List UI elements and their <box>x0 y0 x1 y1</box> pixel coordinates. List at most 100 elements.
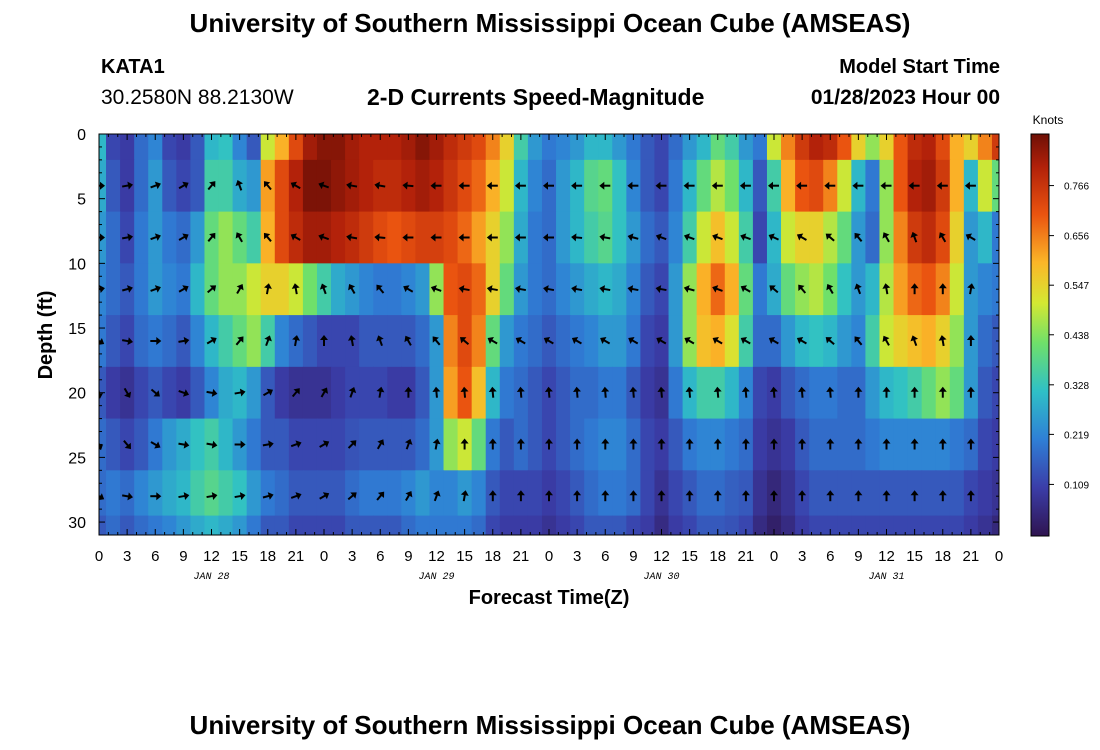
heatmap-cell <box>387 366 402 420</box>
heatmap-cell <box>921 159 937 213</box>
current-direction-arrow <box>320 335 328 346</box>
current-direction-arrow <box>374 181 386 190</box>
heatmap-cell <box>106 366 121 420</box>
heatmap-cell <box>738 515 754 535</box>
heatmap-cell <box>696 470 712 517</box>
heatmap-cell <box>781 470 796 517</box>
x-tick-label: 0 <box>770 548 778 565</box>
current-direction-arrow <box>826 438 835 450</box>
heatmap-cell <box>190 515 206 535</box>
current-direction-arrow <box>854 232 863 242</box>
heatmap-cell <box>359 470 374 517</box>
current-direction-arrow <box>824 181 836 190</box>
current-direction-arrow <box>599 233 611 242</box>
heatmap-cell <box>415 315 431 368</box>
current-direction-arrow <box>543 181 554 190</box>
heatmap-cell <box>949 263 965 316</box>
current-direction-arrow <box>207 181 216 191</box>
heatmap-cell <box>134 418 149 471</box>
heatmap-cell <box>274 315 290 368</box>
heatmap-cell <box>724 263 740 316</box>
heatmap-cell <box>809 366 824 420</box>
current-direction-arrow <box>571 233 583 242</box>
heatmap-cell <box>963 134 979 161</box>
heatmap-cell <box>640 470 656 517</box>
current-direction-arrow <box>657 438 666 450</box>
current-direction-arrow <box>374 233 386 242</box>
current-direction-arrow <box>601 490 610 502</box>
current-direction-arrow <box>290 440 302 448</box>
heatmap-cell <box>345 134 360 161</box>
heatmap-cell <box>274 366 290 420</box>
current-direction-arrow <box>573 438 582 450</box>
current-direction-arrow <box>486 233 498 242</box>
heatmap-cell <box>668 470 684 517</box>
heatmap-cell <box>499 515 515 535</box>
current-direction-arrow <box>430 285 442 293</box>
x-tick-label: 3 <box>573 548 581 565</box>
current-direction-arrow <box>882 386 891 398</box>
current-direction-arrow <box>235 180 244 191</box>
heatmap-cell <box>865 211 881 264</box>
heatmap-cell <box>162 263 177 316</box>
heatmap-cell <box>429 134 445 161</box>
current-direction-arrow <box>599 181 611 190</box>
heatmap-cell <box>949 315 965 368</box>
heatmap-cell <box>471 159 487 213</box>
current-direction-arrow <box>712 285 723 293</box>
heatmap-cell <box>837 263 852 316</box>
heatmap-cell <box>949 134 965 161</box>
current-direction-arrow <box>826 284 834 295</box>
current-direction-arrow <box>543 233 554 242</box>
current-direction-arrow <box>262 492 274 500</box>
heatmap-cell <box>190 159 206 213</box>
x-tick-label: 18 <box>259 548 276 565</box>
heatmap-cell <box>991 263 999 316</box>
chart-title: University of Southern Mississippi Ocean… <box>189 8 911 38</box>
heatmap-cell <box>120 134 135 161</box>
current-direction-arrow <box>882 283 891 295</box>
current-direction-arrow <box>910 386 919 398</box>
x-tick-label: 12 <box>428 548 445 565</box>
heatmap-cell <box>415 211 431 264</box>
current-direction-arrow <box>236 284 244 295</box>
heatmap-cell <box>766 515 782 535</box>
heatmap-cell <box>991 134 999 161</box>
heatmap-cell <box>387 263 402 316</box>
heatmap-cell <box>556 211 571 264</box>
heatmap-cell <box>513 515 529 535</box>
x-tick-label: 12 <box>878 548 895 565</box>
heatmap-cell <box>710 134 726 161</box>
current-direction-arrow <box>573 490 582 502</box>
heatmap-cell <box>640 366 656 420</box>
heatmap-cell <box>162 211 177 264</box>
x-tick-label: 15 <box>456 548 473 565</box>
x-tick-label: 9 <box>629 548 637 565</box>
heatmap-cell <box>527 211 543 264</box>
current-direction-arrow <box>123 440 131 450</box>
heatmap-cell <box>809 418 824 471</box>
plot-subtitle: 2-D Currents Speed-Magnitude <box>367 84 705 110</box>
heatmap-cell <box>485 134 501 161</box>
heatmap-cell <box>457 515 473 535</box>
heatmap-cell <box>991 470 999 517</box>
heatmap-cell <box>443 515 459 535</box>
heatmap-cell <box>781 418 796 471</box>
current-direction-arrow <box>571 285 583 293</box>
current-direction-arrow <box>713 490 722 502</box>
heatmap-cell <box>865 263 881 316</box>
colorbar-tick-label: 0.109 <box>1064 480 1089 491</box>
heatmap-cell <box>612 263 627 316</box>
heatmap-cell <box>612 515 627 535</box>
heatmap-cell <box>499 470 515 517</box>
heatmap-cell <box>991 515 999 535</box>
heatmap-cell <box>162 515 177 535</box>
heatmap-cell <box>977 418 993 471</box>
station-id: KATA1 <box>101 56 165 78</box>
current-direction-arrow <box>347 440 357 449</box>
heatmap-cell <box>977 159 993 213</box>
heatmap-cell <box>415 134 431 161</box>
heatmap-cell <box>359 211 374 264</box>
heatmap-cell <box>541 515 557 535</box>
